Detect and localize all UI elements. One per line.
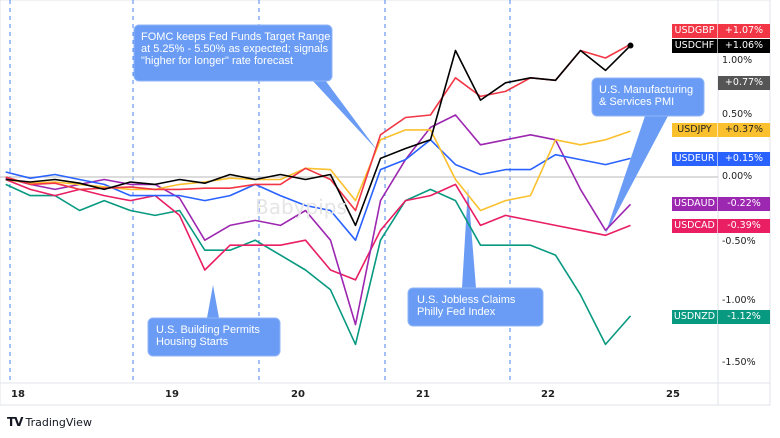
legend-badge-usdeur: USDEUR +0.15% (672, 152, 770, 166)
tradingview-logo-icon: TV (7, 415, 24, 429)
callout-fomc: FOMC keeps Fed Funds Target Range at 5.2… (141, 31, 331, 67)
series-line-usdcad (5, 178, 631, 281)
legend-badge-usdchf: USDCHF +1.06% (672, 39, 770, 53)
series-line-usdnzd (5, 183, 632, 346)
callout-building-permits-box (147, 317, 281, 357)
x-tick-label: 22 (541, 389, 555, 400)
callout-pmi-box (591, 77, 705, 117)
y-tick-label: 0.50% (722, 109, 753, 120)
x-tick-label: 21 (416, 389, 430, 400)
x-tick-label: 20 (291, 389, 305, 400)
y-tick-label: -1.00% (722, 295, 756, 306)
series-value: -0.22% (727, 198, 761, 209)
callout-pmi-pointer (605, 116, 668, 235)
series-name: USDJPY (672, 123, 718, 137)
legend-badge-usdnzd: USDNZD -1.12% (672, 310, 770, 324)
x-tick-label: 19 (165, 389, 179, 400)
series-line-usdeur (5, 139, 631, 241)
series-name: USDNZD (672, 310, 718, 324)
tradingview-name: TradingView (25, 415, 92, 429)
series-line-usdchf (5, 45, 632, 227)
legend-badge-usdcad: USDCAD -0.39% (672, 219, 770, 233)
series-value: +0.77% (724, 77, 764, 88)
x-tick-label: 25 (666, 389, 680, 400)
y-tick-label: 0.00% (722, 171, 753, 182)
x-tick-label: 18 (11, 389, 25, 400)
callout-jobless-claims-box (407, 287, 544, 327)
y-tick-label: -1.50% (722, 357, 756, 368)
series-name: USDCAD (672, 219, 718, 233)
last-point-marker (627, 42, 634, 49)
series-value: -1.12% (727, 311, 761, 322)
callout-building-permits: U.S. Building Permits Housing Starts (156, 324, 260, 348)
callout-pmi: U.S. Manufacturing & Services PMI (599, 84, 694, 108)
callout-jobless-claims-pointer (462, 188, 476, 288)
callout-fomc-box (133, 24, 333, 82)
series-value: +1.07% (724, 25, 764, 36)
tradingview-logo[interactable]: TV TradingView (7, 415, 92, 429)
callout-jobless-claims: U.S. Jobless Claims Philly Fed Index (417, 294, 516, 318)
series-name: USDAUD (672, 197, 718, 211)
series-name: USDGBP (672, 24, 718, 38)
series-name: USDEUR (672, 152, 718, 166)
series-line-usdaud (5, 114, 632, 326)
legend-badge-usdgbp: USDGBP +1.07% (672, 24, 770, 38)
callout-fomc-pointer (312, 80, 377, 150)
y-tick-label: 1.00% (722, 55, 753, 66)
watermark: Babypips (255, 195, 347, 219)
series-name: USDCHF (672, 39, 718, 53)
callout-building-permits-pointer (207, 285, 219, 318)
legend-badge-usdaud: USDAUD -0.22% (672, 197, 770, 211)
legend-badge-usdjpy: USDJPY +0.37% (672, 123, 770, 137)
series-value: +1.06% (724, 40, 764, 51)
series-value: -0.39% (727, 220, 761, 231)
series-value: +0.37% (724, 124, 764, 135)
series-value: +0.15% (724, 153, 764, 164)
y-tick-label: -0.50% (722, 236, 756, 247)
value-badge-gray: +0.77% (718, 76, 770, 90)
